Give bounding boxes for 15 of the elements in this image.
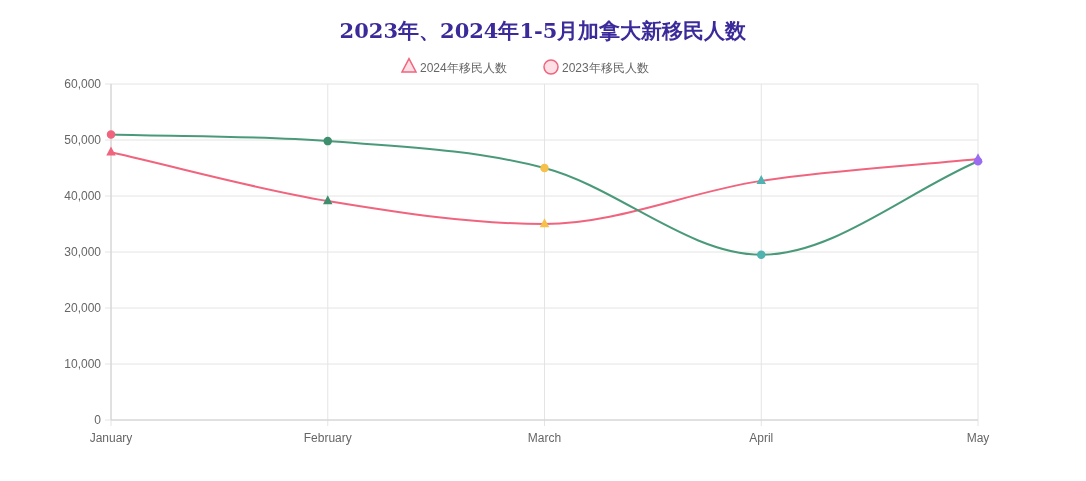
- x-tick-label: March: [527, 431, 562, 445]
- y-tick-label: 20,000: [64, 301, 102, 315]
- chart-title: 2023年、2024年1-5月加拿大新移民人数: [339, 18, 748, 43]
- y-tick-label: 10,000: [64, 357, 102, 371]
- y-tick-label: 60,000: [64, 77, 102, 91]
- y-tick-label: 30,000: [64, 245, 102, 259]
- y-tick-label: 40,000: [64, 189, 102, 203]
- y-tick-label: 50,000: [64, 133, 102, 147]
- x-tick-label: January: [89, 431, 133, 445]
- x-tick-label: May: [966, 431, 990, 445]
- legend-label: 2024年移民人数: [420, 61, 507, 75]
- y-tick-label: 0: [94, 413, 102, 427]
- x-tick-label: April: [749, 431, 774, 445]
- x-tick-label: February: [303, 431, 352, 445]
- legend-label: 2023年移民人数: [562, 61, 649, 75]
